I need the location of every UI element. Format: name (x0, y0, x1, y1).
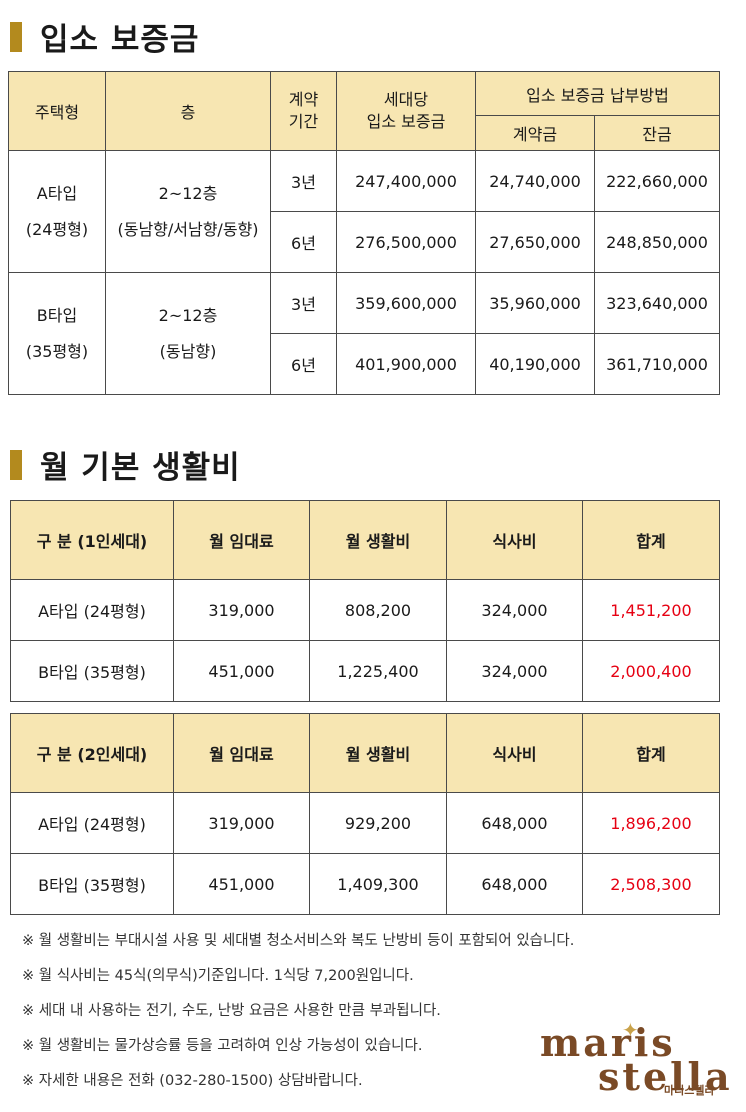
header-meal: 식사비 (446, 500, 583, 580)
meal-cell: 324,000 (446, 579, 583, 641)
deposit-cell: 247,400,000 (336, 150, 476, 212)
living-cost-title: 월 기본 생활비 (40, 450, 241, 486)
down-payment-cell: 24,740,000 (475, 150, 595, 212)
living-cost-table-2-person: 구 분 (2인세대) 월 임대료 월 생활비 식사비 합계 A타입 (24평형)… (10, 713, 720, 915)
type-size: (35평형) (25, 341, 89, 361)
balance-cell: 248,850,000 (594, 211, 720, 273)
header-category: 구 분 (2인세대) (10, 713, 174, 793)
title-accent-bar (10, 21, 22, 52)
living-cell: 1,409,300 (309, 853, 447, 915)
house-type-cell: A타입 (24평형) (8, 150, 106, 273)
balance-cell: 323,640,000 (594, 272, 720, 334)
table-row: A타입 (24평형) 319,000 929,200 648,000 1,896… (10, 792, 720, 854)
total-cell: 2,508,300 (582, 853, 720, 915)
period-cell: 3년 (270, 150, 337, 212)
header-balance: 잔금 (594, 115, 720, 151)
header-deposit: 세대당 입소 보증금 (336, 71, 476, 151)
deposit-title: 입소 보증금 (40, 22, 200, 58)
rent-cell: 451,000 (173, 853, 310, 915)
rent-cell: 451,000 (173, 640, 310, 702)
title-accent-bar (10, 449, 22, 480)
table-row: B타입 (35평형) 451,000 1,409,300 648,000 2,5… (10, 853, 720, 915)
header-down-payment: 계약금 (475, 115, 595, 151)
note-item: ※ 월 생활비는 물가상승률 등을 고려하여 인상 가능성이 있습니다. (22, 1038, 423, 1054)
header-floor: 층 (105, 71, 271, 151)
note-item: ※ 월 식사비는 45식(의무식)기준입니다. 1식당 7,200원입니다. (22, 968, 414, 984)
living-cell: 1,225,400 (309, 640, 447, 702)
note-item: ※ 자세한 내용은 전화 (032-280-1500) 상담바랍니다. (22, 1073, 363, 1089)
floor-range: 2~12층 (158, 305, 218, 325)
logo-line-1: maris (540, 1020, 676, 1065)
row-label: A타입 (24평형) (10, 792, 174, 854)
deposit-section-title: 입소 보증금 (10, 14, 199, 59)
row-label: B타입 (35평형) (10, 853, 174, 915)
logo-line-2: stella (598, 1054, 733, 1099)
table-row: B타입 (35평형) 2~12층 (동남향) 3년 359,600,000 35… (8, 272, 720, 395)
maris-stella-logo: ✦ maris stella 마리스텔라 (540, 1018, 740, 1100)
balance-cell: 361,710,000 (594, 333, 720, 395)
floor-cell: 2~12층 (동남향/서남향/동향) (105, 150, 271, 273)
star-icon: ✦ (622, 1018, 639, 1042)
table-row: A타입 (24평형) 2~12층 (동남향/서남향/동향) 3년 247,400… (8, 150, 720, 273)
note-item: ※ 세대 내 사용하는 전기, 수도, 난방 요금은 사용한 만큼 부과됩니다. (22, 1003, 441, 1019)
type-name: A타입 (36, 183, 78, 203)
house-type-cell: B타입 (35평형) (8, 272, 106, 395)
rent-cell: 319,000 (173, 792, 310, 854)
logo-subtitle: 마리스텔라 (664, 1084, 715, 1097)
deposit-cell: 276,500,000 (336, 211, 476, 273)
notes-list: ※ 월 생활비는 부대시설 사용 및 세대별 청소서비스와 복도 난방비 등이 … (22, 930, 574, 1105)
balance-cell: 222,660,000 (594, 150, 720, 212)
table-row: 6년 401,900,000 40,190,000 361,710,000 (9, 333, 720, 395)
total-cell: 2,000,400 (582, 640, 720, 702)
header-living: 월 생활비 (309, 713, 447, 793)
note-item: ※ 월 생활비는 부대시설 사용 및 세대별 청소서비스와 복도 난방비 등이 … (22, 933, 575, 949)
header-contract-period: 계약 기간 (270, 71, 337, 151)
header-living: 월 생활비 (309, 500, 447, 580)
header-rent: 월 임대료 (173, 500, 310, 580)
down-payment-cell: 40,190,000 (475, 333, 595, 395)
deposit-cell: 401,900,000 (336, 333, 476, 395)
header-payment-method: 입소 보증금 납부방법 (475, 71, 720, 116)
table-row: 6년 276,500,000 27,650,000 248,850,000 (9, 211, 720, 273)
period-cell: 3년 (270, 272, 337, 334)
row-label: A타입 (24평형) (10, 579, 174, 641)
table-row: A타입 (24평형) 319,000 808,200 324,000 1,451… (10, 579, 720, 641)
period-cell: 6년 (270, 211, 337, 273)
down-payment-cell: 27,650,000 (475, 211, 595, 273)
down-payment-cell: 35,960,000 (475, 272, 595, 334)
floor-range: 2~12층 (158, 183, 218, 203)
meal-cell: 648,000 (446, 792, 583, 854)
floor-cell: 2~12층 (동남향) (105, 272, 271, 395)
living-cell: 808,200 (309, 579, 447, 641)
meal-cell: 324,000 (446, 640, 583, 702)
deposit-table: 주택형 층 계약 기간 세대당 입소 보증금 입소 보증금 납부방법 계약금 잔… (8, 71, 720, 395)
total-cell: 1,451,200 (582, 579, 720, 641)
table-row: B타입 (35평형) 451,000 1,225,400 324,000 2,0… (10, 640, 720, 702)
living-cost-table-1-person: 구 분 (1인세대) 월 임대료 월 생활비 식사비 합계 A타입 (24평형)… (10, 500, 720, 702)
header-total: 합계 (582, 500, 720, 580)
type-name: B타입 (36, 305, 78, 325)
living-cell: 929,200 (309, 792, 447, 854)
header-meal: 식사비 (446, 713, 583, 793)
period-cell: 6년 (270, 333, 337, 395)
total-cell: 1,896,200 (582, 792, 720, 854)
row-label: B타입 (35평형) (10, 640, 174, 702)
header-house-type: 주택형 (8, 71, 106, 151)
living-cost-section-title: 월 기본 생활비 (10, 442, 241, 487)
rent-cell: 319,000 (173, 579, 310, 641)
deposit-cell: 359,600,000 (336, 272, 476, 334)
type-size: (24평형) (25, 219, 89, 239)
header-rent: 월 임대료 (173, 713, 310, 793)
header-category: 구 분 (1인세대) (10, 500, 174, 580)
meal-cell: 648,000 (446, 853, 583, 915)
header-total: 합계 (582, 713, 720, 793)
floor-orientation: (동남향) (159, 341, 217, 361)
floor-orientation: (동남향/서남향/동향) (117, 219, 259, 239)
